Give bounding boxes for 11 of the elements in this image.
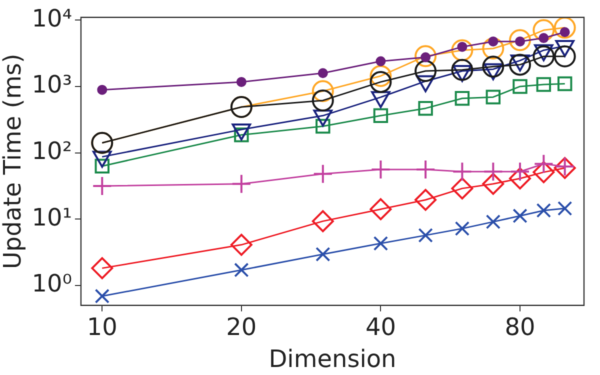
x-tick-label: 80 [504,313,536,342]
x-tick-label: 40 [365,313,396,342]
y-tick-label: 10⁴ [32,4,72,32]
y-tick-label: 10² [32,137,72,166]
x-axis-title: Dimension [268,344,396,373]
y-tick-label: 10¹ [32,203,72,232]
x-tick-label: 10 [86,313,118,342]
x-tick-label: 20 [226,313,257,342]
y-tick-label: 10⁰ [32,270,72,298]
y-tick-label: 10³ [32,70,72,99]
y-axis-title: Update Time (ms) [0,54,27,270]
